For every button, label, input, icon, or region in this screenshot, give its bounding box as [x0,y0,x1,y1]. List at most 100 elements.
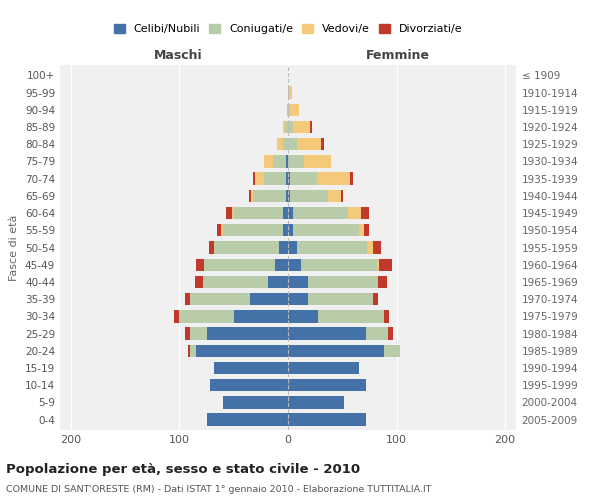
Bar [288,207,293,220]
Bar [288,172,290,185]
Bar [283,138,288,150]
Bar [190,344,196,357]
Bar [206,328,288,340]
Bar [190,328,206,340]
Y-axis label: Anni di nascita: Anni di nascita [598,206,600,289]
Bar [288,138,296,150]
Bar [206,414,288,426]
Bar [286,155,288,168]
Bar [249,190,251,202]
Bar [214,362,288,374]
Bar [203,276,268,288]
Bar [234,310,288,322]
Bar [288,276,308,288]
Bar [275,258,288,271]
Bar [379,258,392,271]
Bar [293,207,348,220]
Bar [377,258,379,271]
Bar [194,276,203,288]
Bar [185,328,190,340]
Bar [217,224,221,236]
Bar [383,310,389,322]
Bar [286,190,288,202]
Bar [364,224,370,236]
Bar [308,293,373,306]
Bar [341,190,343,202]
Bar [293,121,310,133]
Bar [253,190,286,202]
Bar [288,86,289,99]
Bar [287,104,288,116]
Bar [223,224,283,236]
Bar [320,138,324,150]
Bar [288,293,308,306]
Bar [288,258,301,271]
Bar [283,207,288,220]
Bar [210,379,288,392]
Bar [288,310,319,322]
Bar [373,242,382,254]
Bar [304,155,331,168]
Bar [288,224,293,236]
Bar [285,121,288,133]
Bar [253,172,256,185]
Text: COMUNE DI SANT'ORESTE (RM) - Dati ISTAT 1° gennaio 2010 - Elaborazione TUTTITALI: COMUNE DI SANT'ORESTE (RM) - Dati ISTAT … [6,485,431,494]
Bar [367,242,373,254]
Bar [221,224,223,236]
Bar [317,172,350,185]
Bar [185,293,190,306]
Bar [268,276,288,288]
Bar [196,344,288,357]
Bar [319,310,383,322]
Text: Popolazione per età, sesso e stato civile - 2010: Popolazione per età, sesso e stato civil… [6,462,360,475]
Bar [361,207,370,220]
Bar [288,190,290,202]
Bar [226,207,232,220]
Bar [174,310,179,322]
Bar [290,172,317,185]
Bar [301,258,377,271]
Bar [277,138,283,150]
Bar [288,328,366,340]
Bar [290,104,299,116]
Bar [286,172,288,185]
Bar [289,86,292,99]
Bar [383,344,400,357]
Bar [373,293,378,306]
Bar [234,207,283,220]
Bar [296,138,320,150]
Bar [188,344,190,357]
Bar [378,276,387,288]
Bar [359,224,364,236]
Bar [288,396,344,408]
Bar [288,362,359,374]
Bar [348,207,361,220]
Bar [288,379,366,392]
Bar [256,172,264,185]
Bar [232,207,234,220]
Bar [288,414,366,426]
Bar [223,396,288,408]
Text: Maschi: Maschi [154,48,203,62]
Bar [308,276,378,288]
Text: Femmine: Femmine [365,48,430,62]
Bar [209,242,214,254]
Bar [205,258,275,271]
Legend: Celibi/Nubili, Coniugati/e, Vedovi/e, Divorziati/e: Celibi/Nubili, Coniugati/e, Vedovi/e, Di… [109,20,467,39]
Bar [288,121,293,133]
Bar [251,190,253,202]
Bar [288,242,296,254]
Bar [280,242,288,254]
Y-axis label: Fasce di età: Fasce di età [10,214,19,280]
Bar [293,224,359,236]
Bar [288,155,304,168]
Bar [290,190,328,202]
Bar [288,104,290,116]
Bar [264,172,286,185]
Bar [296,242,367,254]
Bar [273,155,286,168]
Bar [190,293,250,306]
Bar [179,310,234,322]
Bar [350,172,353,185]
Bar [214,242,280,254]
